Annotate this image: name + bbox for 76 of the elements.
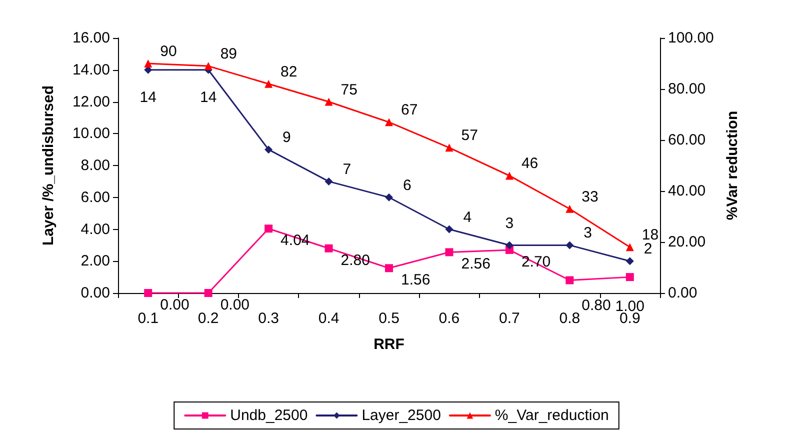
point (264, 224, 273, 233)
x-tick-label: 0.5 (378, 310, 400, 327)
point (445, 248, 454, 256)
y2-tick-label: 40.00 (668, 182, 706, 200)
data-label: 14 (200, 88, 217, 106)
y-tick-label: 16.00 (72, 30, 110, 46)
point (626, 273, 634, 282)
x-tick-label: 0.4 (318, 310, 340, 327)
x-tick-label: 0.6 (438, 310, 460, 327)
point (385, 118, 393, 126)
data-label: 14 (140, 88, 156, 106)
data-label: 2.80 (340, 252, 370, 269)
data-label: 75 (340, 81, 358, 98)
data-label: 46 (521, 155, 538, 172)
legend-label: %_Var_reduction (494, 407, 609, 424)
point (445, 225, 454, 234)
point (204, 62, 212, 70)
y-tick-label: 10.00 (72, 125, 110, 142)
data-label: 4 (463, 208, 472, 226)
y-tick-label: 2.00 (80, 252, 110, 270)
y-tick-label: 14.00 (72, 61, 110, 78)
point (566, 276, 574, 284)
x-tick-label: 0.8 (559, 310, 580, 327)
legend-label: Layer_2500 (362, 407, 441, 424)
data-label: 0.00 (160, 296, 190, 314)
y-tick-label: 12.00 (72, 93, 110, 110)
data-label: 6 (403, 176, 412, 194)
point (324, 177, 333, 186)
y-tick-label: 8.00 (80, 157, 110, 174)
point (324, 244, 333, 252)
point (505, 241, 514, 250)
data-label: 89 (220, 46, 238, 63)
y2-tick-label: 20.00 (668, 234, 706, 250)
data-label: 67 (401, 102, 418, 119)
point (385, 193, 393, 202)
data-label: 9 (282, 129, 291, 146)
data-label: 2.56 (461, 256, 490, 273)
y-tick-label: 6.00 (80, 188, 110, 206)
y-axis-title: Layer /%_undisbursed (40, 85, 57, 246)
x-tick-label: 0.2 (198, 310, 219, 327)
data-label: 4.04 (280, 232, 310, 250)
point (626, 243, 634, 252)
point (566, 204, 574, 213)
point (445, 144, 454, 152)
data-label: 3 (584, 224, 592, 242)
y2-tick-label: 100.00 (668, 30, 714, 46)
point (505, 172, 514, 180)
data-label: 3 (505, 215, 514, 232)
y2-tick-label: 60.00 (668, 132, 706, 148)
data-label: 57 (461, 127, 478, 144)
data-label: 90 (160, 43, 177, 60)
y2-tick-label: 0.00 (668, 284, 698, 302)
y-tick-label: 0.00 (80, 284, 110, 302)
data-label: 0.80 (582, 296, 611, 314)
data-label: 1.56 (401, 272, 430, 289)
x-tick-label: 0.7 (499, 310, 520, 327)
y2-axis-title: %Var reduction (724, 110, 741, 220)
point (264, 146, 273, 154)
point (144, 289, 152, 297)
data-label: 33 (582, 188, 598, 206)
x-tick-label: 0.3 (258, 310, 279, 327)
point (626, 257, 634, 266)
point (385, 264, 393, 272)
point (264, 80, 273, 88)
legend-label: Undb_2500 (230, 407, 308, 424)
x-axis-title: RRF (374, 336, 404, 353)
data-label: 7 (342, 160, 352, 178)
point (324, 98, 333, 106)
data-label: 0.00 (220, 296, 250, 314)
point (566, 241, 574, 250)
point (144, 60, 152, 68)
data-label: 82 (280, 63, 298, 80)
y2-tick-label: 80.00 (668, 80, 706, 98)
y-tick-label: 4.00 (80, 220, 110, 238)
x-tick-label: 0.1 (138, 310, 159, 327)
point (204, 289, 212, 297)
